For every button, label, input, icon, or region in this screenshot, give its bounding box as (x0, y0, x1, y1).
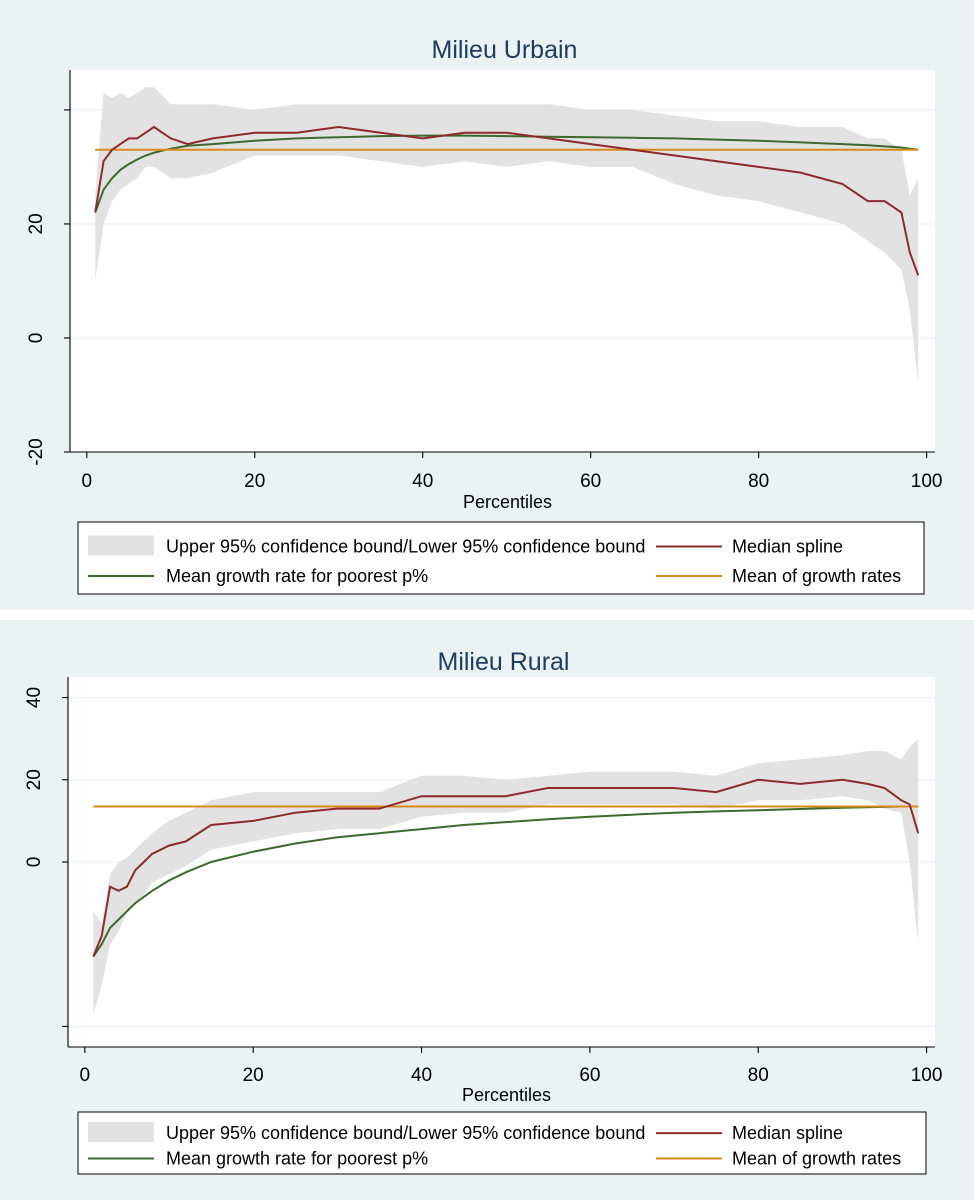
mean-poorest-line (92, 805, 919, 958)
legend: Upper 95% confidence bound/Lower 95% con… (77, 521, 925, 595)
x-tick-label: 80 (748, 1065, 769, 1086)
y-tick-label: 20 (26, 213, 47, 234)
y-tick-label: 20 (24, 769, 45, 790)
x-tick-label: 80 (748, 471, 769, 492)
mean-poorest-line (94, 134, 919, 213)
legend-swatch-band (88, 1122, 154, 1143)
y-tick-label: 40 (24, 687, 45, 708)
legend: Upper 95% confidence bound/Lower 95% con… (77, 1111, 927, 1175)
legend-label-band: Upper 95% confidence bound/Lower 95% con… (166, 536, 645, 556)
x-axis-label: Percentiles (463, 492, 552, 512)
x-tick-label: 40 (411, 1065, 432, 1086)
y-tick-label: 0 (26, 333, 47, 344)
y-tick-label: 0 (24, 857, 45, 868)
legend-label-median: Median spline (732, 536, 843, 556)
x-tick-label: 60 (579, 1065, 600, 1086)
x-tick-label: 40 (412, 471, 433, 492)
legend-label-band: Upper 95% confidence bound/Lower 95% con… (166, 1123, 645, 1143)
legend-box (77, 521, 925, 595)
x-tick-label: 0 (80, 1065, 91, 1086)
chart-svg: 0 20 40 0 20 40 60 80 100 Milieu Rural Percentiles… (0, 620, 974, 1200)
x-tick-label: 0 (82, 471, 93, 492)
legend-box (77, 1111, 927, 1175)
x-axis-label: Percentiles (462, 1085, 551, 1105)
median-spline-line (92, 778, 920, 957)
chart-title: Milieu Urbain (432, 36, 578, 64)
legend-swatch-band (88, 535, 154, 556)
legend-label-median: Median spline (732, 1123, 843, 1143)
median-spline-line (94, 125, 920, 276)
confidence-band (93, 738, 919, 1015)
chart-panel-rural: 0 20 40 0 20 40 60 80 100 Milieu Rural Percentiles… (0, 620, 974, 1200)
x-tick-label: 20 (243, 1065, 264, 1086)
legend-label-mean-poorest: Mean growth rate for poorest p% (166, 1149, 428, 1169)
chart-title: Milieu Rural (438, 648, 570, 676)
chart-svg: -20 0 20 0 20 40 60 80 100 Milieu Urbain Percentil… (0, 0, 974, 610)
x-tick-label: 100 (911, 1065, 943, 1086)
y-tick-label: -20 (26, 438, 47, 465)
chart-panel-urban: -20 0 20 0 20 40 60 80 100 Milieu Urbain Percentil… (0, 0, 974, 610)
legend-label-mean-poorest: Mean growth rate for poorest p% (166, 566, 428, 586)
x-tick-label: 100 (911, 471, 943, 492)
legend-label-mean-growth: Mean of growth rates (732, 566, 901, 586)
x-tick-label: 60 (580, 471, 601, 492)
x-tick-label: 20 (244, 471, 265, 492)
legend-label-mean-growth: Mean of growth rates (732, 1149, 901, 1169)
